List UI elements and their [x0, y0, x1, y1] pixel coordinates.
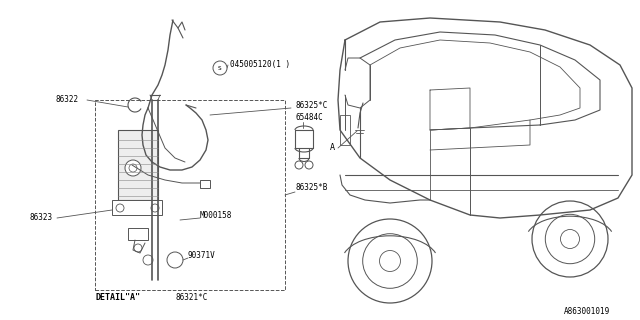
Circle shape — [532, 201, 608, 277]
Bar — [95, 100, 285, 290]
Bar — [112, 200, 162, 215]
Bar — [200, 180, 210, 188]
Circle shape — [134, 244, 142, 252]
Circle shape — [380, 251, 401, 271]
Text: M000158: M000158 — [200, 211, 232, 220]
Text: A: A — [330, 143, 335, 153]
Circle shape — [125, 160, 141, 176]
Circle shape — [167, 252, 183, 268]
Bar — [340, 115, 350, 145]
Circle shape — [143, 255, 153, 265]
Circle shape — [213, 61, 227, 75]
Text: 86325*C: 86325*C — [295, 100, 328, 109]
Circle shape — [129, 164, 137, 172]
Bar — [128, 228, 148, 240]
Bar — [118, 130, 158, 200]
Text: DETAIL"A": DETAIL"A" — [95, 293, 140, 302]
Circle shape — [363, 234, 417, 288]
Text: 86325*B: 86325*B — [295, 183, 328, 193]
Circle shape — [561, 229, 579, 249]
Circle shape — [545, 214, 595, 264]
Text: A863001019: A863001019 — [564, 308, 610, 316]
Text: S: S — [218, 66, 222, 70]
Text: 86321*C: 86321*C — [175, 293, 207, 302]
Circle shape — [348, 219, 432, 303]
Text: 86323: 86323 — [30, 213, 53, 222]
Circle shape — [295, 161, 303, 169]
Circle shape — [116, 204, 124, 212]
Text: 90371V: 90371V — [188, 251, 216, 260]
Circle shape — [305, 161, 313, 169]
Text: 65484C: 65484C — [295, 114, 323, 123]
Circle shape — [151, 204, 159, 212]
Text: 045005120(1 ): 045005120(1 ) — [230, 60, 290, 69]
Text: 86322: 86322 — [55, 95, 78, 105]
